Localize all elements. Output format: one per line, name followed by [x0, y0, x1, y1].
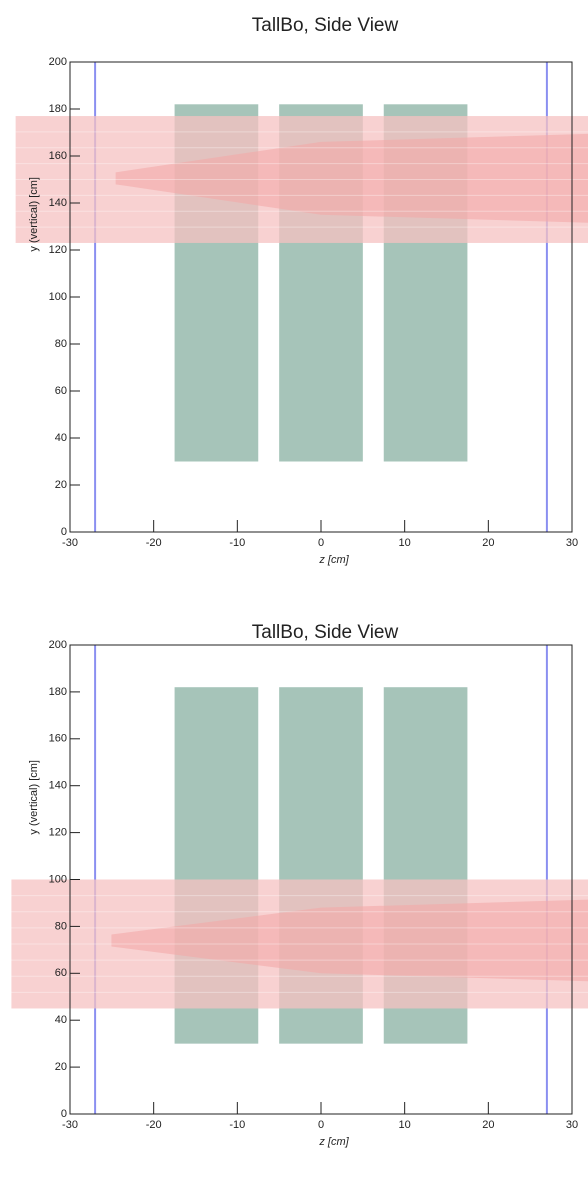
x-tick-label: 20 — [482, 1119, 494, 1131]
x-tick-label: -20 — [146, 1119, 162, 1131]
panel: TallBo, Side View02040608010012014016018… — [15, 15, 588, 566]
x-tick-label: -10 — [229, 1119, 245, 1131]
x-tick-label: 20 — [482, 537, 494, 549]
x-tick-label: 0 — [318, 537, 324, 549]
y-tick-label: 100 — [49, 873, 67, 885]
y-axis-label: y (vertical) [cm] — [28, 760, 40, 835]
y-tick-label: 60 — [55, 385, 67, 397]
chart-title: TallBo, Side View — [252, 622, 399, 643]
y-tick-label: 80 — [55, 338, 67, 350]
x-axis-label: z [cm] — [318, 554, 349, 566]
chart-title: TallBo, Side View — [252, 15, 399, 36]
y-tick-label: 180 — [49, 103, 67, 115]
y-tick-label: 0 — [61, 1108, 67, 1120]
y-axis-label: y (vertical) [cm] — [28, 177, 40, 252]
y-tick-label: 140 — [49, 780, 67, 792]
y-tick-label: 40 — [55, 1014, 67, 1026]
x-tick-label: 10 — [399, 1119, 411, 1131]
y-tick-label: 100 — [49, 291, 67, 303]
x-tick-label: -20 — [146, 537, 162, 549]
y-tick-label: 0 — [61, 526, 67, 538]
y-tick-label: 140 — [49, 197, 67, 209]
y-tick-label: 180 — [49, 686, 67, 698]
x-tick-label: -30 — [62, 537, 78, 549]
panel: TallBo, Side View02040608010012014016018… — [11, 622, 588, 1148]
x-tick-label: 10 — [399, 537, 411, 549]
x-tick-label: -30 — [62, 1119, 78, 1131]
y-tick-label: 160 — [49, 733, 67, 745]
y-tick-label: 60 — [55, 967, 67, 979]
x-tick-label: 30 — [566, 537, 578, 549]
y-tick-label: 120 — [49, 244, 67, 256]
x-tick-label: -10 — [229, 537, 245, 549]
beam-core — [115, 133, 588, 223]
y-tick-label: 200 — [49, 639, 67, 651]
y-tick-label: 120 — [49, 827, 67, 839]
x-axis-label: z [cm] — [318, 1136, 349, 1148]
y-tick-label: 20 — [55, 1061, 67, 1073]
y-tick-label: 40 — [55, 432, 67, 444]
y-tick-label: 200 — [49, 56, 67, 68]
beam-core — [111, 899, 588, 982]
x-tick-label: 30 — [566, 1119, 578, 1131]
y-tick-label: 160 — [49, 150, 67, 162]
x-tick-label: 0 — [318, 1119, 324, 1131]
y-tick-label: 80 — [55, 920, 67, 932]
y-tick-label: 20 — [55, 479, 67, 491]
